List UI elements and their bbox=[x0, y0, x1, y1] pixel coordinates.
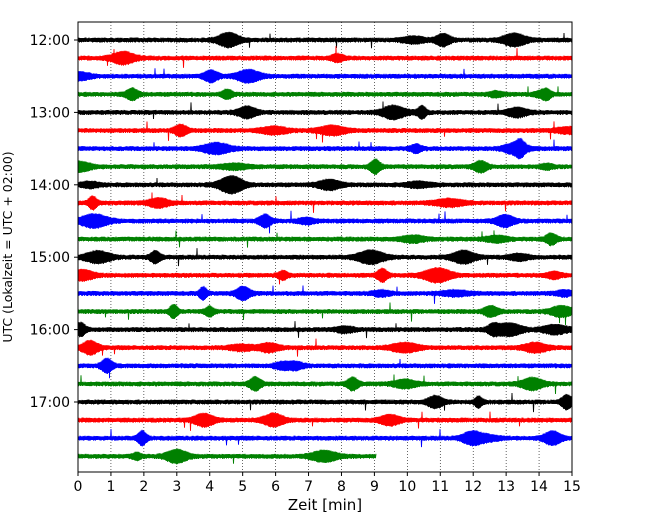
seismic-trace-1645 bbox=[77, 374, 573, 395]
x-tick-label: 2 bbox=[139, 479, 148, 495]
seismic-trace-1600 bbox=[77, 321, 573, 339]
x-tick-label: 9 bbox=[370, 479, 379, 495]
x-tick-label: 8 bbox=[337, 479, 346, 495]
seismic-trace-1230 bbox=[77, 68, 573, 84]
seismic-trace-1615 bbox=[77, 338, 573, 357]
x-tick-label: 12 bbox=[464, 479, 482, 495]
seismic-trace-1330 bbox=[77, 137, 573, 160]
plot-area bbox=[78, 22, 572, 472]
y-tick-label: 12:00 bbox=[30, 33, 70, 49]
seismic-trace-1315 bbox=[77, 121, 573, 143]
x-tick-label: 10 bbox=[398, 479, 416, 495]
y-tick-label: 15:00 bbox=[30, 250, 70, 266]
seismic-trace-1745 bbox=[77, 448, 377, 465]
seismic-trace-1515 bbox=[77, 267, 573, 285]
seismic-trace-1200 bbox=[77, 31, 573, 49]
seismic-trace-1715 bbox=[77, 411, 573, 431]
x-tick-label: 14 bbox=[530, 479, 548, 495]
seismic-trace-1400 bbox=[77, 175, 573, 195]
x-tick-label: 15 bbox=[563, 479, 581, 495]
x-axis-label: Zeit [min] bbox=[288, 496, 362, 514]
seismic-trace-1215 bbox=[77, 46, 573, 68]
seismic-trace-1730 bbox=[77, 428, 573, 448]
seismic-trace-1700 bbox=[77, 392, 573, 413]
grid-lines bbox=[110, 22, 540, 472]
x-tick-label: 7 bbox=[304, 479, 313, 495]
x-tick-label: 11 bbox=[431, 479, 449, 495]
y-tick-label: 17:00 bbox=[30, 395, 70, 411]
y-tick-label: 13:00 bbox=[30, 105, 70, 121]
seismic-trace-1545 bbox=[77, 302, 573, 326]
x-tick-label: 0 bbox=[74, 479, 83, 495]
plot-frame bbox=[77, 21, 573, 473]
x-tick-label: 5 bbox=[238, 479, 247, 495]
x-axis-ticks: 0 1 2 3 4 5 6 7 8 9 10 11 12 13 14 15 bbox=[74, 472, 581, 495]
seismic-trace-1430 bbox=[77, 210, 573, 234]
seismic-trace-1415 bbox=[77, 192, 573, 213]
y-tick-label: 16:00 bbox=[30, 323, 70, 339]
y-axis-label: UTC (Lokalzeit = UTC + 02:00) bbox=[0, 151, 15, 342]
seismic-trace-1500 bbox=[77, 248, 573, 267]
seismic-trace-1630 bbox=[77, 357, 573, 379]
x-tick-label: 1 bbox=[106, 479, 115, 495]
x-tick-label: 13 bbox=[497, 479, 515, 495]
y-tick-label: 14:00 bbox=[30, 178, 70, 194]
seismic-trace-1530 bbox=[77, 285, 573, 304]
x-tick-label: 4 bbox=[205, 479, 214, 495]
traces bbox=[77, 31, 573, 465]
x-tick-label: 6 bbox=[271, 479, 280, 495]
seismic-trace-1245 bbox=[77, 86, 573, 102]
y-axis-ticks: 12:00 13:00 14:00 15:00 16:00 17:00 bbox=[30, 33, 78, 411]
seismic-trace-1345 bbox=[77, 158, 573, 175]
seismic-trace-1445 bbox=[77, 230, 573, 248]
x-tick-label: 3 bbox=[172, 479, 181, 495]
seismic-trace-1300 bbox=[77, 101, 573, 121]
